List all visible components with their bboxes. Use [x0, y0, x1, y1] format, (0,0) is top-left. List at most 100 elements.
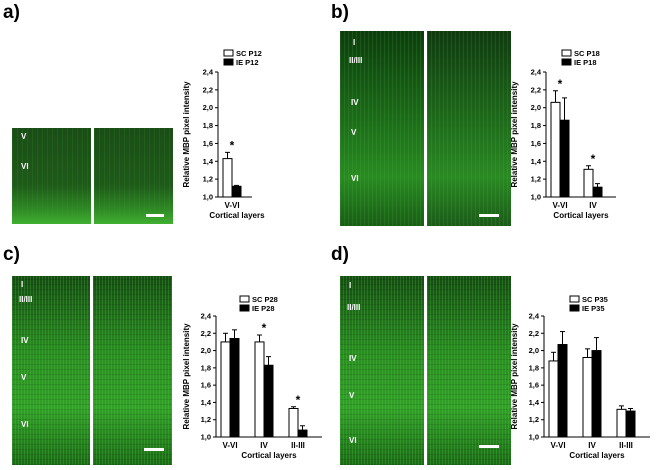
y-tick-label: 1,4	[201, 398, 212, 407]
x-tick-label: IV	[588, 441, 596, 450]
legend-swatch	[569, 295, 580, 303]
x-tick-label: II-III	[619, 441, 633, 450]
bar	[591, 350, 602, 438]
y-tick-label: 1,0	[201, 433, 211, 442]
x-axis-label: Cortical layers	[209, 211, 265, 220]
layer-label: II/III	[19, 295, 33, 304]
bar	[263, 364, 274, 438]
y-tick-label: 2,0	[203, 103, 213, 112]
micrograph-b-right	[427, 31, 511, 226]
micrograph-b-left: I II/III IV V VI	[340, 31, 424, 226]
y-tick-label: 1,0	[531, 193, 541, 202]
legend-swatch	[239, 304, 250, 312]
legend-label: SC P28	[252, 295, 278, 304]
y-axis-label: Relative MBP pixel intensity	[510, 323, 519, 430]
bar	[559, 119, 570, 198]
significance-marker: *	[558, 77, 563, 91]
y-tick-label: 2,4	[203, 68, 214, 77]
layer-label: I	[353, 38, 356, 47]
layer-label: VI	[349, 436, 357, 445]
y-tick-label: 2,2	[201, 329, 211, 338]
y-tick-label: 1,8	[529, 363, 539, 372]
y-tick-label: 1,4	[531, 157, 542, 166]
bar	[222, 158, 233, 198]
micrograph-a-left: V VI	[12, 128, 91, 224]
legend-swatch	[223, 49, 234, 57]
scale-bar	[479, 445, 499, 448]
x-tick-label: V-VI	[550, 441, 565, 450]
layer-label: V	[21, 132, 27, 141]
y-tick-label: 1,4	[529, 398, 540, 407]
legend-swatch	[223, 58, 234, 66]
y-tick-label: 1,8	[201, 363, 211, 372]
panel-letter-b: b)	[331, 2, 349, 23]
x-axis-label: Cortical layers	[241, 451, 297, 460]
y-tick-label: 1,6	[201, 381, 211, 390]
y-tick-label: 1,6	[531, 139, 541, 148]
y-tick-label: 2,0	[201, 346, 211, 355]
y-tick-label: 2,0	[529, 346, 539, 355]
y-tick-label: 2,2	[203, 85, 213, 94]
layer-label: I	[21, 280, 24, 289]
significance-marker: *	[591, 152, 596, 166]
bar	[557, 344, 568, 438]
y-tick-label: 1,4	[203, 157, 214, 166]
panel-letter-d: d)	[331, 244, 349, 265]
y-tick-label: 1,6	[529, 381, 539, 390]
legend-label: IE P12	[236, 58, 259, 67]
legend-label: IE P28	[252, 304, 275, 313]
significance-marker: *	[230, 138, 235, 152]
layer-label: IV	[351, 98, 359, 107]
layer-label: IV	[349, 354, 357, 363]
bar	[231, 185, 242, 198]
legend-swatch	[239, 295, 250, 303]
y-tick-label: 2,2	[531, 85, 541, 94]
bar	[625, 410, 636, 438]
micrograph-a-right	[94, 128, 173, 224]
layer-label: II/III	[347, 303, 361, 312]
micrograph-c-right	[93, 276, 172, 465]
layer-label: V	[349, 391, 355, 400]
x-tick-label: IV	[589, 201, 597, 210]
y-axis-label: Relative MBP pixel intensity	[182, 323, 191, 430]
y-tick-label: 1,2	[203, 175, 213, 184]
y-tick-label: 1,2	[201, 415, 211, 424]
y-tick-label: 1,8	[531, 121, 541, 130]
scale-bar	[144, 448, 164, 451]
scale-bar	[146, 214, 164, 217]
layer-label: I	[349, 281, 352, 290]
bar	[254, 341, 265, 438]
bar	[229, 337, 240, 438]
layer-label: VI	[21, 162, 29, 171]
significance-marker: *	[262, 321, 267, 335]
y-tick-label: 2,0	[531, 103, 541, 112]
x-tick-label: II-III	[291, 441, 305, 450]
x-axis-label: Cortical layers	[569, 451, 625, 460]
y-axis-label: Relative MBP pixel intensity	[510, 81, 519, 188]
bar	[548, 360, 559, 438]
y-tick-label: 1,2	[531, 175, 541, 184]
bar	[583, 168, 594, 198]
layer-label: II/III	[349, 56, 363, 65]
legend-label: SC P35	[582, 295, 608, 304]
legend-label: SC P18	[574, 49, 600, 58]
legend-swatch	[561, 49, 572, 57]
panel-letter-c: c)	[3, 244, 20, 265]
y-tick-label: 1,0	[203, 193, 213, 202]
bar	[288, 407, 299, 438]
layer-label: VI	[21, 420, 29, 429]
bar	[550, 101, 561, 198]
bar	[592, 186, 603, 198]
panel-letter-a: a)	[3, 2, 20, 23]
y-tick-label: 1,0	[529, 433, 539, 442]
micrograph-d-left: I II/III IV V VI	[340, 276, 424, 465]
significance-marker: *	[296, 393, 301, 407]
bar	[220, 341, 231, 438]
bar	[616, 408, 627, 438]
scale-bar	[479, 214, 499, 217]
legend-label: SC P12	[236, 49, 262, 58]
x-tick-label: V-VI	[552, 201, 567, 210]
